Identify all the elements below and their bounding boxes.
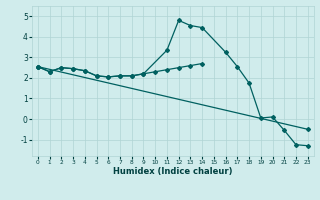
X-axis label: Humidex (Indice chaleur): Humidex (Indice chaleur) [113,167,233,176]
